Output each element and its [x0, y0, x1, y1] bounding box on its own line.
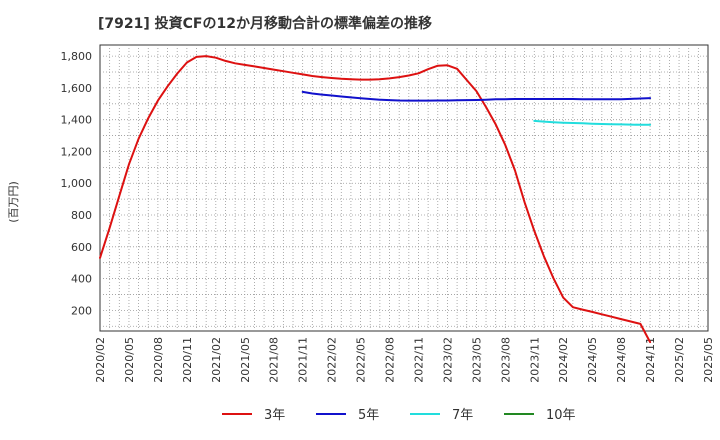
series-line-3年 [99, 55, 652, 344]
chart-title: [7921] 投資CFの12か月移動合計の標準偏差の推移 [98, 15, 432, 32]
y-tick-label: 1,200 [61, 145, 93, 158]
legend-label: 10年 [546, 408, 576, 423]
y-tick-label: 600 [71, 241, 92, 254]
x-tick-label: 2020/08 [152, 337, 165, 383]
y-tick-label: 1,000 [61, 177, 93, 190]
y-axis: 200 400 600 800 1,000 1,200 1,400 1,600 1,800 [61, 50, 93, 317]
y-tick-label: 1,400 [61, 114, 93, 127]
x-tick-label: 2020/02 [94, 337, 107, 383]
x-tick-label: 2021/08 [268, 337, 281, 383]
x-tick-label: 2024/08 [615, 337, 628, 383]
x-tick-label: 2023/11 [528, 337, 541, 383]
plot-frame [99, 44, 709, 332]
x-tick-label: 2023/08 [499, 337, 512, 383]
x-tick-label: 2020/11 [181, 337, 194, 383]
x-tick-label: 2024/02 [557, 337, 570, 383]
x-tick-label: 2022/08 [384, 337, 397, 383]
series-group [99, 55, 652, 344]
x-axis: 2020/02 2020/05 2020/08 2020/11 2021/02 2021/… [94, 337, 715, 383]
plot-area [99, 44, 709, 332]
x-tick-label: 2024/11 [644, 337, 657, 383]
y-axis-label: (百万円) [7, 181, 20, 223]
x-tick-label: 2021/05 [239, 337, 252, 383]
y-tick-label: 800 [71, 209, 92, 222]
series-line-5年 [301, 90, 652, 102]
legend-label: 5年 [358, 408, 379, 423]
x-tick-label: 2025/05 [702, 337, 715, 383]
legend-label: 3年 [264, 408, 285, 423]
x-tick-label: 2020/05 [123, 337, 136, 383]
x-tick-label: 2025/02 [673, 337, 686, 383]
series-line-7年 [533, 119, 652, 126]
grid [100, 45, 708, 331]
x-tick-label: 2021/02 [210, 337, 223, 383]
x-tick-label: 2023/05 [470, 337, 483, 383]
y-tick-label: 200 [71, 304, 92, 317]
x-tick-label: 2022/11 [412, 337, 425, 383]
x-tick-label: 2024/05 [586, 337, 599, 383]
x-tick-label: 2023/02 [441, 337, 454, 383]
x-tick-label: 2021/11 [297, 337, 310, 383]
legend-label: 7年 [452, 408, 473, 423]
legend: 3年 5年 7年 10年 [222, 408, 576, 423]
x-tick-label: 2022/05 [355, 337, 368, 383]
y-tick-label: 1,800 [61, 50, 93, 63]
x-tick-label: 2022/02 [326, 337, 339, 383]
y-tick-label: 400 [71, 273, 92, 286]
y-tick-label: 1,600 [61, 82, 93, 95]
